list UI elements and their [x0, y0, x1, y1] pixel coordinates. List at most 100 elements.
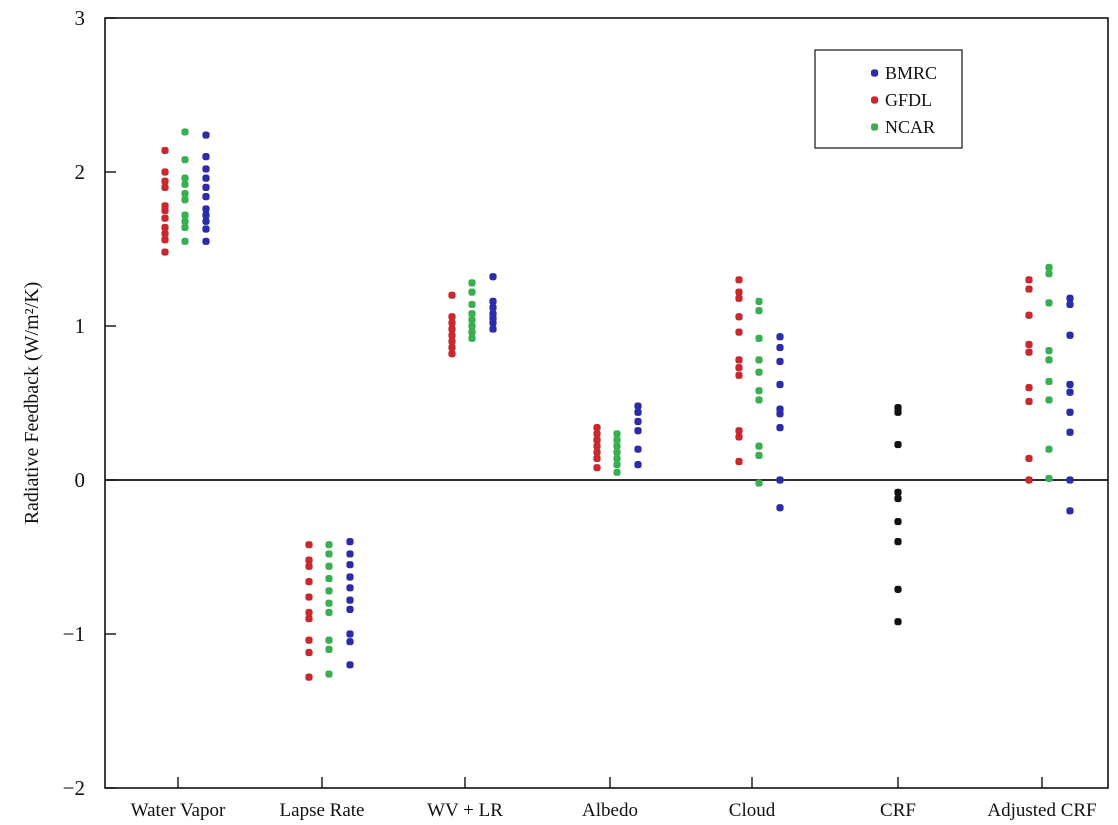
data-point: [181, 217, 189, 225]
data-point: [448, 337, 456, 345]
data-point: [181, 237, 189, 245]
data-point: [202, 165, 210, 173]
y-axis-label: Radiative Feedback (W/m²/K): [21, 282, 43, 525]
data-point: [1045, 347, 1053, 355]
data-point: [346, 550, 354, 558]
data-point: [1045, 377, 1053, 386]
data-point: [305, 593, 313, 601]
data-point: [489, 297, 497, 305]
data-point: [755, 334, 763, 342]
data-point: [346, 584, 354, 592]
data-point: [325, 608, 333, 617]
data-point: [468, 322, 476, 330]
data-point: [305, 541, 313, 549]
data-point: [305, 608, 313, 617]
data-point: [1066, 388, 1074, 396]
data-point: [346, 538, 354, 546]
data-point: [161, 214, 169, 222]
legend-label: BMRC: [885, 63, 937, 83]
data-point: [735, 328, 743, 336]
y-tick-label: 3: [75, 6, 86, 30]
data-point: [1025, 476, 1033, 484]
data-point: [468, 279, 476, 287]
data-point: [468, 334, 476, 342]
data-point: [593, 448, 601, 456]
data-point: [593, 442, 601, 450]
data-point: [613, 448, 621, 456]
data-point: [161, 223, 169, 232]
data-point: [346, 573, 354, 581]
data-point: [1025, 311, 1033, 319]
category-label: Cloud: [729, 800, 776, 821]
data-point: [181, 211, 189, 219]
data-point: [448, 313, 456, 321]
data-point: [448, 291, 456, 299]
data-point: [776, 343, 784, 352]
data-point: [305, 562, 313, 570]
data-point: [346, 561, 354, 569]
data-point: [468, 328, 476, 336]
legend-label: NCAR: [885, 117, 935, 137]
data-point: [894, 538, 902, 546]
data-point: [468, 300, 476, 309]
y-tick-label: 2: [75, 160, 86, 184]
data-point: [181, 189, 189, 198]
data-point: [161, 168, 169, 176]
data-point: [634, 408, 642, 416]
data-point: [161, 177, 169, 185]
data-point: [634, 445, 642, 453]
category-label: Lapse Rate: [280, 800, 365, 821]
data-point: [634, 427, 642, 435]
data-point: [448, 319, 456, 327]
data-point: [448, 331, 456, 339]
data-point: [613, 461, 621, 469]
data-point: [593, 424, 601, 432]
data-point: [735, 363, 743, 372]
data-point: [613, 430, 621, 438]
data-point: [755, 356, 763, 364]
data-point: [202, 225, 210, 233]
data-point: [305, 673, 313, 681]
data-point: [346, 638, 354, 646]
data-point: [894, 585, 902, 593]
data-point: [735, 371, 743, 379]
data-point: [1025, 340, 1033, 349]
data-point: [613, 468, 621, 476]
legend: BMRC GFDL NCAR: [814, 49, 963, 149]
data-point: [325, 645, 333, 653]
data-point: [593, 436, 601, 444]
y-tick-label: −2: [63, 776, 85, 800]
data-point: [181, 174, 189, 182]
data-point: [1045, 356, 1053, 364]
data-point: [489, 325, 497, 333]
data-point: [776, 410, 784, 418]
data-point: [1066, 380, 1074, 389]
data-point: [325, 562, 333, 570]
data-point: [468, 288, 476, 296]
data-point: [1025, 384, 1033, 392]
data-point: [161, 146, 169, 155]
data-point: [202, 205, 210, 213]
data-point: [161, 183, 169, 191]
data-point: [776, 476, 784, 484]
data-point: [735, 313, 743, 321]
data-point: [346, 630, 354, 638]
data-point: [593, 464, 601, 472]
data-point: [202, 131, 210, 139]
y-tick-label: 0: [75, 468, 86, 492]
data-point: [755, 442, 763, 450]
data-point: [634, 417, 642, 426]
data-point: [1066, 507, 1074, 515]
data-point: [735, 427, 743, 435]
data-point: [448, 343, 456, 352]
data-point: [613, 454, 621, 463]
data-point: [325, 587, 333, 595]
data-point: [894, 618, 902, 626]
category-label: Adjusted CRF: [987, 800, 1096, 821]
data-point: [346, 661, 354, 669]
data-point: [448, 325, 456, 333]
data-point: [181, 180, 189, 188]
data-point: [1025, 285, 1033, 293]
data-point: [325, 636, 333, 644]
data-point: [894, 408, 902, 416]
